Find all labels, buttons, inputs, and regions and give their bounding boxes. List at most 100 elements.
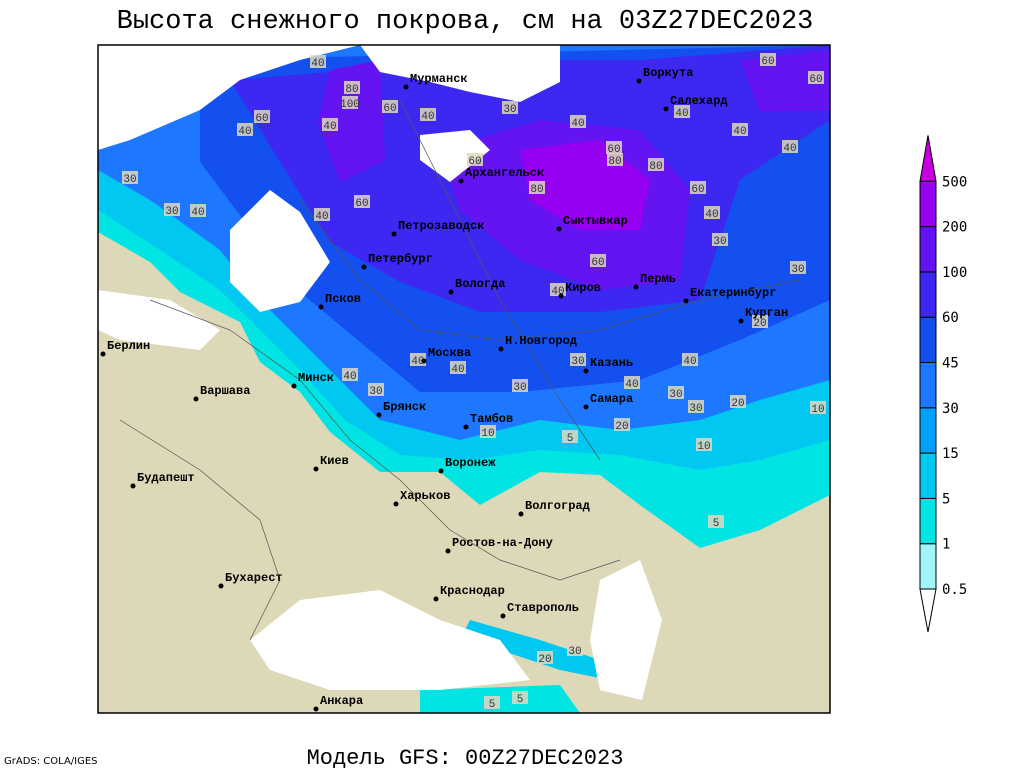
contour-label: 20 bbox=[615, 421, 628, 433]
colorbar-box bbox=[919, 316, 937, 364]
contour-label: 40 bbox=[421, 111, 434, 123]
city-dot bbox=[463, 424, 469, 430]
contour-label: 30 bbox=[165, 206, 178, 218]
city-dot bbox=[433, 596, 439, 602]
contour-label-box bbox=[164, 203, 180, 216]
city-label: Салехард bbox=[670, 94, 728, 108]
city-dot bbox=[583, 368, 589, 374]
contour-label: 80 bbox=[649, 161, 662, 173]
contour-label-box bbox=[122, 171, 138, 184]
colorbar-label: 100 bbox=[942, 265, 967, 281]
contour-label-box bbox=[790, 261, 806, 274]
city-dot bbox=[130, 483, 136, 489]
contour-label-box bbox=[808, 71, 824, 84]
contour-label-box bbox=[752, 315, 768, 328]
contour-label-box bbox=[712, 233, 728, 246]
city-label: Сыктывкар bbox=[563, 214, 628, 228]
colorbar-box bbox=[919, 497, 937, 545]
contour-label: 40 bbox=[675, 108, 688, 120]
contour-label: 40 bbox=[451, 364, 464, 376]
contour-label-box bbox=[760, 53, 776, 66]
contour-label-box bbox=[342, 96, 358, 109]
city-label: Харьков bbox=[400, 489, 450, 503]
city-label: Архангельск bbox=[465, 166, 544, 180]
colorbar-box bbox=[919, 226, 937, 273]
contour-label-box bbox=[708, 515, 724, 528]
city-dot bbox=[448, 289, 454, 295]
city-label: Бухарест bbox=[225, 571, 283, 585]
city-label: Вологда bbox=[455, 277, 505, 291]
contour-label: 80 bbox=[608, 156, 621, 168]
city-label: Волгоград bbox=[525, 499, 590, 513]
city-label: Анкара bbox=[320, 694, 363, 708]
contour-label: 5 bbox=[567, 433, 574, 445]
contour-label: 40 bbox=[683, 356, 696, 368]
city-dot bbox=[458, 178, 464, 184]
contour-label-box bbox=[484, 696, 500, 709]
city-dot bbox=[421, 358, 427, 364]
contour-label: 30 bbox=[791, 264, 804, 276]
city-dot bbox=[633, 284, 639, 290]
contour-label: 20 bbox=[538, 654, 551, 666]
contour-label-box bbox=[688, 400, 704, 413]
contour-label: 80 bbox=[345, 84, 358, 96]
city-dot bbox=[291, 383, 297, 389]
contour-label-box bbox=[648, 158, 664, 171]
city-label: Краснодар bbox=[440, 584, 505, 598]
city-label: Псков bbox=[325, 292, 361, 306]
contour-label: 40 bbox=[343, 371, 356, 383]
city-dot bbox=[318, 304, 324, 310]
city-label: Берлин bbox=[107, 339, 150, 353]
city-dot bbox=[391, 231, 397, 237]
city-label: Воркута bbox=[643, 66, 693, 80]
contour-label: 30 bbox=[513, 382, 526, 394]
city-label: Будапешт bbox=[137, 471, 195, 485]
city-label: Тамбов bbox=[470, 411, 513, 426]
contour-label: 30 bbox=[123, 174, 136, 186]
city-dot bbox=[738, 318, 744, 324]
contour-label-box bbox=[410, 353, 426, 366]
map-frame bbox=[97, 44, 831, 714]
contour-label: 30 bbox=[571, 356, 584, 368]
colorbar-low-triangle bbox=[919, 588, 937, 633]
city-dot bbox=[558, 293, 564, 299]
colorbar-label: 5 bbox=[942, 491, 950, 507]
contour-label: 30 bbox=[369, 386, 382, 398]
contour-label-box bbox=[570, 115, 586, 128]
colorbar-label: 500 bbox=[942, 174, 967, 190]
contour-label-box bbox=[562, 430, 578, 443]
colorbar-high-triangle bbox=[919, 135, 937, 182]
contour-label: 60 bbox=[383, 103, 396, 115]
city-dot bbox=[313, 466, 319, 472]
city-label: Мурманск bbox=[410, 72, 468, 86]
contour-label: 40 bbox=[625, 379, 638, 391]
city-label: Казань bbox=[590, 356, 633, 370]
contour-label: 60 bbox=[591, 257, 604, 269]
city-label: Петербург bbox=[368, 251, 433, 266]
city-label: Курган bbox=[745, 306, 788, 320]
contour-label: 40 bbox=[191, 207, 204, 219]
contour-label-box bbox=[190, 204, 206, 217]
contour-label: 40 bbox=[571, 118, 584, 130]
city-label: Варшава bbox=[200, 384, 250, 398]
model-caption: Модель GFS: 00Z27DEC2023 bbox=[307, 746, 624, 768]
city-label: Ростов-на-Дону bbox=[452, 536, 553, 550]
contour-label-box bbox=[624, 376, 640, 389]
contour-label-box bbox=[512, 691, 528, 704]
contour-label-box bbox=[342, 368, 358, 381]
contour-label-box bbox=[614, 418, 630, 431]
contour-label-box bbox=[782, 140, 798, 153]
contour-label: 20 bbox=[753, 318, 766, 330]
contour-label: 60 bbox=[809, 74, 822, 86]
contour-label: 40 bbox=[323, 121, 336, 133]
contour-label: 40 bbox=[238, 126, 251, 138]
city-dot bbox=[393, 501, 399, 507]
city-dot bbox=[438, 468, 444, 474]
contour-label: 80 bbox=[530, 184, 543, 196]
contour-label-box bbox=[590, 254, 606, 267]
contour-label-box bbox=[550, 283, 566, 296]
contour-label: 40 bbox=[411, 356, 424, 368]
contour-label: 5 bbox=[517, 694, 524, 706]
city-dot bbox=[100, 351, 106, 357]
